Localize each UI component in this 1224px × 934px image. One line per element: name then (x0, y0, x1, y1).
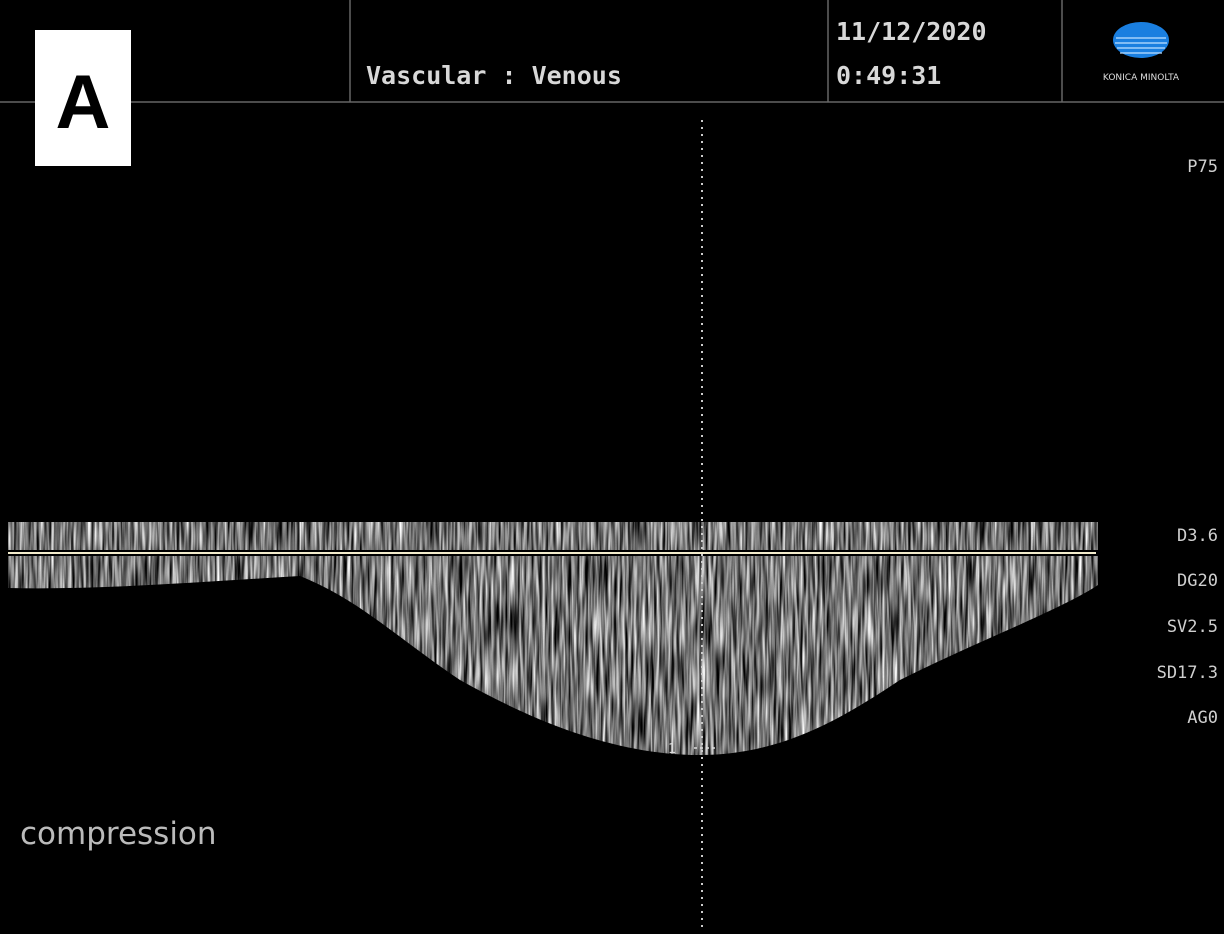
parameter: P75 (1187, 157, 1218, 177)
ultrasound-screen: Vascular : Venous 11/12/2020 0:49:31 KON… (0, 0, 1224, 934)
date: 11/12/2020 (836, 17, 987, 46)
parameter: D3.6 (1177, 526, 1218, 546)
time: 0:49:31 (836, 61, 941, 90)
cursor-label: 1 (668, 742, 676, 757)
parameter: SV2.5 (1167, 617, 1218, 637)
brand: KONICA MINOLTA (1103, 73, 1180, 83)
parameter: DG20 (1177, 571, 1218, 591)
parameter: SD17.3 (1157, 663, 1218, 683)
background (0, 0, 1224, 934)
annotation: compression (20, 816, 217, 852)
parameter: AG0 (1187, 708, 1218, 728)
panel-label: A (56, 60, 111, 145)
mode-label: Vascular : Venous (366, 61, 622, 90)
